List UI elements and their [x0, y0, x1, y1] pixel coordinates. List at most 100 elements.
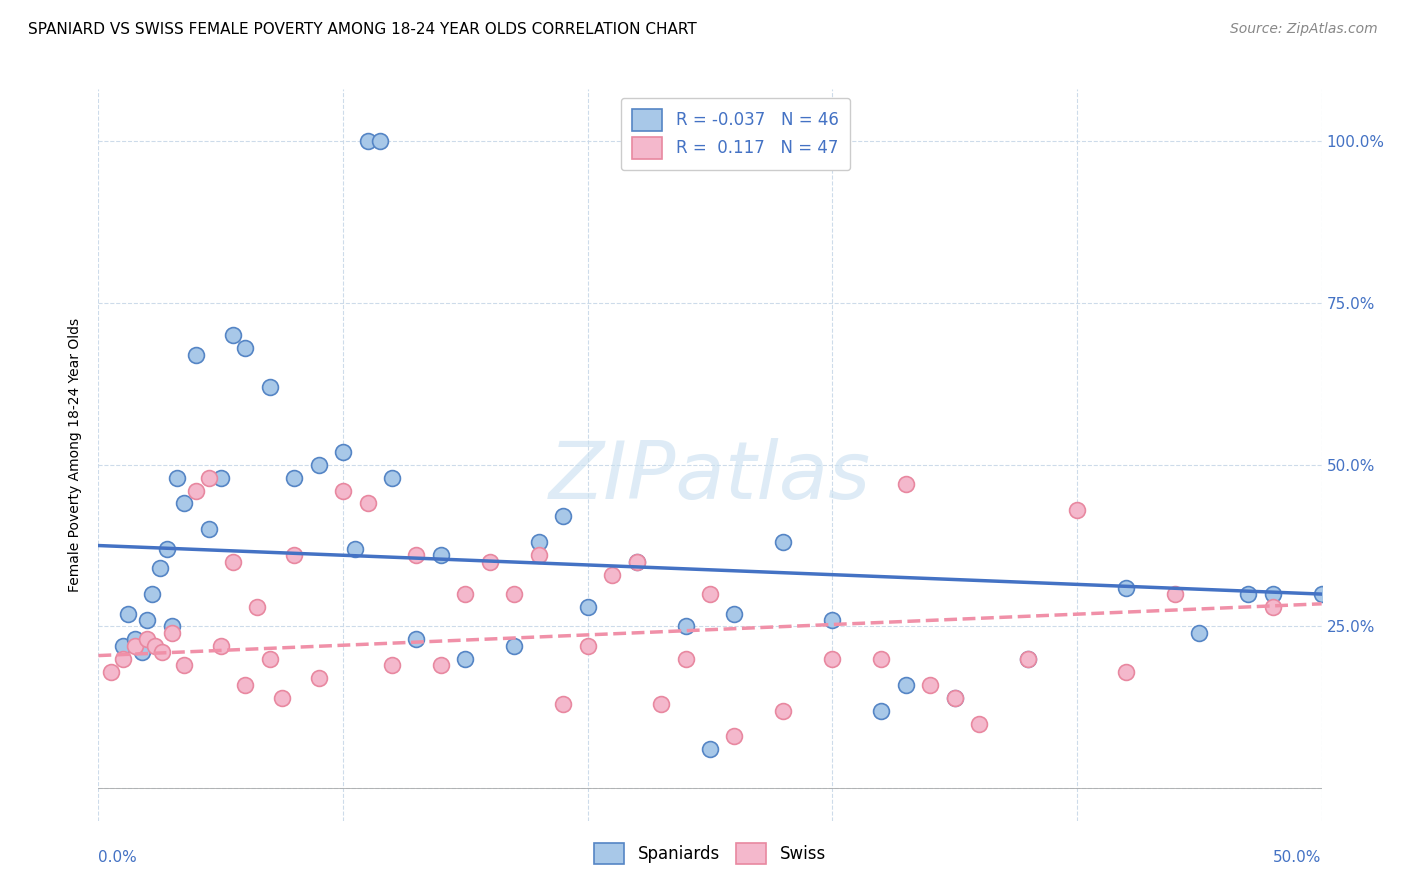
Point [1017, 652, 1039, 666]
Point [344, 541, 367, 556]
Point [111, 639, 134, 653]
Point [160, 619, 183, 633]
Legend: Spaniards, Swiss: Spaniards, Swiss [588, 836, 832, 871]
Point [478, 555, 501, 569]
Text: 0.0%: 0.0% [98, 850, 138, 865]
Point [124, 632, 146, 647]
Point [503, 639, 526, 653]
Point [894, 477, 917, 491]
Point [527, 548, 550, 562]
Point [111, 652, 134, 666]
Point [141, 587, 163, 601]
Point [356, 496, 378, 510]
Point [332, 483, 354, 498]
Point [209, 470, 232, 484]
Point [222, 328, 245, 343]
Point [308, 458, 330, 472]
Point [1261, 587, 1284, 601]
Point [675, 619, 697, 633]
Point [173, 496, 195, 510]
Point [368, 134, 391, 148]
Point [772, 535, 794, 549]
Point [149, 561, 172, 575]
Point [233, 341, 256, 355]
Point [197, 470, 219, 484]
Point [675, 652, 697, 666]
Point [166, 470, 188, 484]
Point [1261, 600, 1284, 615]
Point [920, 678, 942, 692]
Point [943, 690, 966, 705]
Point [553, 697, 575, 711]
Point [503, 587, 526, 601]
Point [1188, 626, 1211, 640]
Point [117, 607, 139, 621]
Point [870, 704, 893, 718]
Point [576, 600, 599, 615]
Point [197, 522, 219, 536]
Point [430, 658, 453, 673]
Point [136, 613, 159, 627]
Point [156, 541, 179, 556]
Point [283, 548, 305, 562]
Point [1115, 581, 1137, 595]
Point [233, 678, 256, 692]
Point [1066, 503, 1088, 517]
Point [186, 348, 208, 362]
Point [150, 645, 173, 659]
Point [356, 134, 378, 148]
Y-axis label: Female Poverty Among 18-24 Year Olds: Female Poverty Among 18-24 Year Olds [69, 318, 83, 592]
Point [405, 632, 427, 647]
Point [381, 658, 404, 673]
Point [1164, 587, 1187, 601]
Text: 50.0%: 50.0% [1274, 850, 1322, 865]
Point [160, 626, 183, 640]
Point [821, 613, 844, 627]
Point [454, 652, 477, 666]
Point [308, 671, 330, 685]
Point [576, 639, 599, 653]
Point [454, 587, 477, 601]
Point [209, 639, 232, 653]
Point [259, 652, 281, 666]
Point [894, 678, 917, 692]
Text: Source: ZipAtlas.com: Source: ZipAtlas.com [1230, 22, 1378, 37]
Point [332, 444, 354, 458]
Point [553, 509, 575, 524]
Point [124, 639, 146, 653]
Point [222, 555, 245, 569]
Point [1310, 587, 1333, 601]
Point [430, 548, 453, 562]
Point [405, 548, 427, 562]
Text: SPANIARD VS SWISS FEMALE POVERTY AMONG 18-24 YEAR OLDS CORRELATION CHART: SPANIARD VS SWISS FEMALE POVERTY AMONG 1… [28, 22, 697, 37]
Text: ZIPatlas: ZIPatlas [548, 438, 872, 516]
Point [723, 730, 745, 744]
Point [173, 658, 195, 673]
Point [650, 697, 672, 711]
Point [772, 704, 794, 718]
Point [283, 470, 305, 484]
Point [136, 632, 159, 647]
Point [699, 742, 721, 756]
Point [270, 690, 294, 705]
Point [626, 555, 648, 569]
Point [259, 380, 281, 394]
Point [699, 587, 721, 601]
Point [246, 600, 269, 615]
Point [131, 645, 153, 659]
Point [600, 567, 623, 582]
Point [1017, 652, 1039, 666]
Point [870, 652, 893, 666]
Point [943, 690, 966, 705]
Point [723, 607, 745, 621]
Point [381, 470, 404, 484]
Point [1115, 665, 1137, 679]
Point [527, 535, 550, 549]
Point [1237, 587, 1260, 601]
Point [143, 639, 166, 653]
Point [821, 652, 844, 666]
Point [626, 555, 648, 569]
Point [186, 483, 208, 498]
Point [100, 665, 122, 679]
Point [967, 716, 990, 731]
